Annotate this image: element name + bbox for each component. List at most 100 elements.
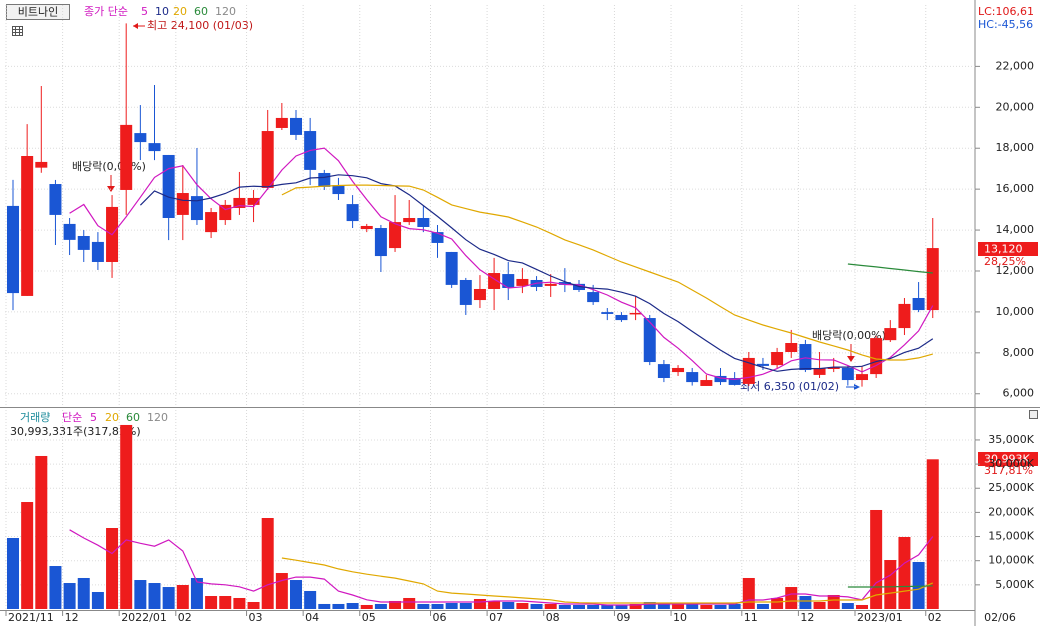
grid-layer	[5, 5, 975, 609]
x-tick-label: 08	[546, 611, 560, 624]
y-tick-label: 14,000	[996, 223, 1035, 236]
candle-body	[318, 172, 331, 187]
y-tick-label: 18,000	[996, 141, 1035, 154]
x-tick-label: 2023/01	[857, 611, 903, 624]
volume-bar	[403, 597, 416, 609]
candle-body	[714, 375, 727, 383]
low-arrow-head	[854, 384, 860, 390]
volume-bar	[106, 527, 119, 609]
volume-bar	[445, 603, 458, 609]
y-tick-label: 16,000	[996, 182, 1035, 195]
volume-bar	[162, 587, 175, 609]
volume-bar	[700, 604, 713, 609]
volume-bar	[488, 600, 501, 609]
volume-bar	[813, 601, 826, 609]
volume-bar	[190, 577, 203, 609]
volume-bar	[148, 583, 161, 609]
volume-bar	[856, 604, 868, 609]
candle-body	[502, 274, 515, 288]
volume-bar	[629, 603, 642, 609]
volume-bar	[49, 566, 62, 609]
x-tick-label: 06	[433, 611, 447, 624]
candle-body	[190, 196, 203, 221]
candle-body	[162, 154, 175, 218]
candle-body	[799, 344, 812, 371]
y-tick-label: 35,000K	[988, 433, 1034, 446]
volume-bar	[275, 573, 288, 609]
candle-body	[148, 143, 161, 152]
x-tick-label: 03	[249, 611, 263, 624]
candle-body	[290, 117, 302, 135]
legend-prefix: 종가 단순	[84, 5, 128, 18]
moving-average-line	[281, 557, 934, 604]
moving-average-line	[139, 174, 934, 372]
volume-bar	[247, 601, 260, 609]
volume-bar	[459, 603, 472, 609]
x-tick-label: 09	[616, 611, 630, 624]
legend-entry: 5	[141, 5, 148, 18]
volume-bar	[233, 597, 246, 609]
candle-body	[926, 248, 939, 311]
volume-bar	[672, 603, 685, 609]
volume-bar	[643, 601, 656, 609]
candle-body	[841, 367, 854, 381]
candle-body	[898, 303, 911, 329]
panel-button[interactable]	[1029, 410, 1038, 419]
candle-body	[870, 338, 883, 375]
legend-entry: 5	[90, 411, 97, 424]
ex-dividend-note: 배당락(0,00%)	[812, 329, 886, 342]
y-tick-label: 15,000K	[988, 530, 1034, 543]
y-tick-label: 12,000	[996, 264, 1035, 277]
grid-icon[interactable]	[12, 26, 23, 36]
volume-bar	[926, 459, 939, 609]
volume-bar	[346, 603, 359, 609]
volume-bar	[756, 603, 769, 609]
candle-body	[686, 372, 699, 383]
candle-body	[247, 197, 260, 205]
candle-body	[205, 212, 218, 233]
volume-info: 30,993,331주(317,81%)	[10, 425, 141, 438]
candle-body	[431, 232, 444, 243]
y-tick-label: 22,000	[996, 59, 1035, 72]
candle-body	[49, 184, 62, 215]
volume-bar	[771, 597, 784, 609]
volume-bar	[686, 603, 699, 609]
volume-bar	[898, 536, 911, 609]
candle-body	[884, 328, 897, 341]
candle-body	[134, 133, 147, 143]
volume-tag-box	[978, 452, 1038, 466]
candle-body	[261, 131, 274, 188]
candle-body	[63, 223, 76, 240]
legend-entry: 60	[194, 5, 208, 18]
cursor-date: 02/06	[984, 611, 1016, 624]
x-tick-label: 02	[178, 611, 192, 624]
volume-bar	[7, 537, 19, 609]
candle-body	[332, 185, 345, 195]
volume-bar	[657, 603, 670, 609]
y-tick-label: 8,000	[1003, 346, 1035, 359]
candle-body	[558, 282, 571, 285]
x-tick-label: 2022/01	[121, 611, 167, 624]
candle-body	[219, 204, 232, 221]
candle-body	[601, 312, 614, 314]
volume-bar	[530, 603, 543, 609]
volume-bar	[884, 560, 897, 609]
y-tick-label: 10,000	[996, 305, 1035, 318]
candle-body	[77, 235, 90, 250]
volume-bar	[728, 603, 741, 609]
candle-body	[403, 217, 416, 223]
legend-entry: 20	[173, 5, 187, 18]
legend-entry: 60	[126, 411, 140, 424]
y-tick-label: 10,000K	[988, 554, 1034, 567]
candle-body	[643, 318, 656, 363]
candle-body	[7, 205, 19, 294]
volume-bar	[120, 424, 133, 609]
candle-body	[459, 279, 472, 305]
candle-body	[912, 297, 925, 311]
volume-bar	[544, 603, 557, 609]
x-tick-label: 07	[489, 611, 503, 624]
legend-entry: 120	[215, 5, 236, 18]
price-change: 28,25%	[984, 255, 1026, 268]
